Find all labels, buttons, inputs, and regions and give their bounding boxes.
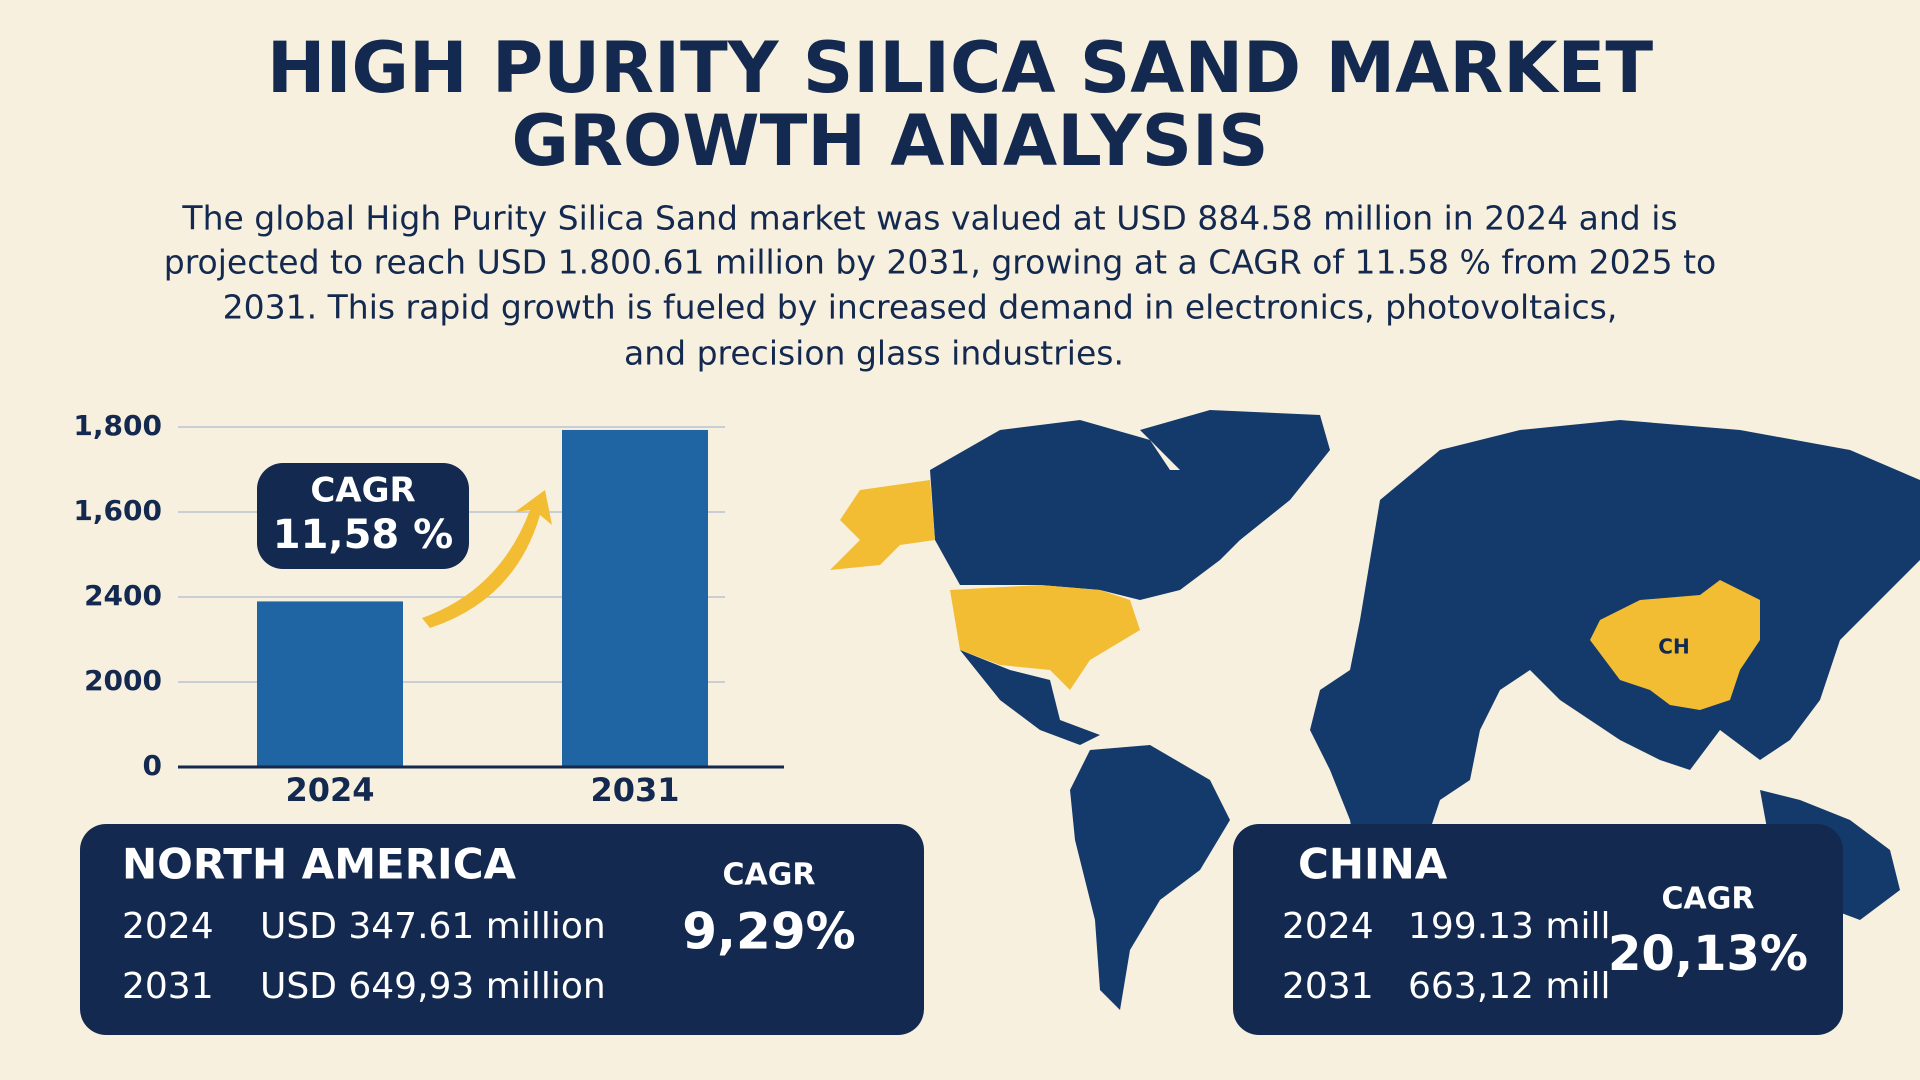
- description-line: projected to reach USD 1.800.61 million …: [164, 243, 1716, 282]
- region-year: 2024: [1282, 906, 1374, 947]
- title-line: HIGH PURITY SILICA SAND MARKET: [267, 27, 1653, 109]
- callout-value: 11,58 %: [273, 512, 454, 558]
- y-axis-label: 2400: [84, 579, 162, 612]
- cagr-value: 20,13%: [1608, 926, 1808, 982]
- description-line: 2031. This rapid growth is fueled by inc…: [223, 288, 1618, 327]
- map-label: CH: [1658, 635, 1689, 659]
- callout-label: CAGR: [310, 471, 415, 511]
- region-name: CHINA: [1298, 840, 1448, 889]
- description-line: The global High Purity Silica Sand marke…: [181, 199, 1677, 238]
- region-value: 663,12 mill: [1408, 966, 1610, 1007]
- region-panel: [1233, 824, 1843, 1035]
- cagr-label: CAGR: [723, 858, 816, 893]
- title-line: GROWTH ANALYSIS: [512, 100, 1269, 182]
- y-axis-label: 2000: [84, 664, 162, 697]
- region-panels: NORTH AMERICA 2024 USD 347.61 million 2031 U…: [80, 824, 1843, 1035]
- region-year: 2031: [1282, 966, 1374, 1007]
- region-value: 199.13 mill: [1408, 906, 1610, 947]
- region-year: 2031: [122, 966, 214, 1007]
- growth-arrow: [422, 490, 552, 628]
- y-axis-label: 1,800: [73, 409, 162, 442]
- bar-chart: 0 2000 2400 1,600 1,800 2024 2031: [73, 409, 784, 809]
- bar: [257, 601, 403, 767]
- region-value: USD 347.61 million: [260, 906, 606, 947]
- y-axis-label: 0: [143, 749, 162, 782]
- cagr-label: CAGR: [1662, 882, 1755, 917]
- world-map: CH: [830, 410, 1920, 1010]
- region-panel: [80, 824, 924, 1035]
- x-tick-label: 2031: [590, 771, 679, 809]
- cagr-value: 9,29%: [682, 903, 855, 961]
- cagr-callout: [257, 463, 469, 569]
- region-year: 2024: [122, 906, 214, 947]
- y-axis-label: 1,600: [73, 494, 162, 527]
- bar: [562, 429, 708, 767]
- region-name: NORTH AMERICA: [122, 840, 517, 889]
- region-value: USD 649,93 million: [260, 966, 606, 1007]
- description-line: and precision glass industries.: [624, 334, 1124, 373]
- x-tick-label: 2024: [285, 771, 374, 809]
